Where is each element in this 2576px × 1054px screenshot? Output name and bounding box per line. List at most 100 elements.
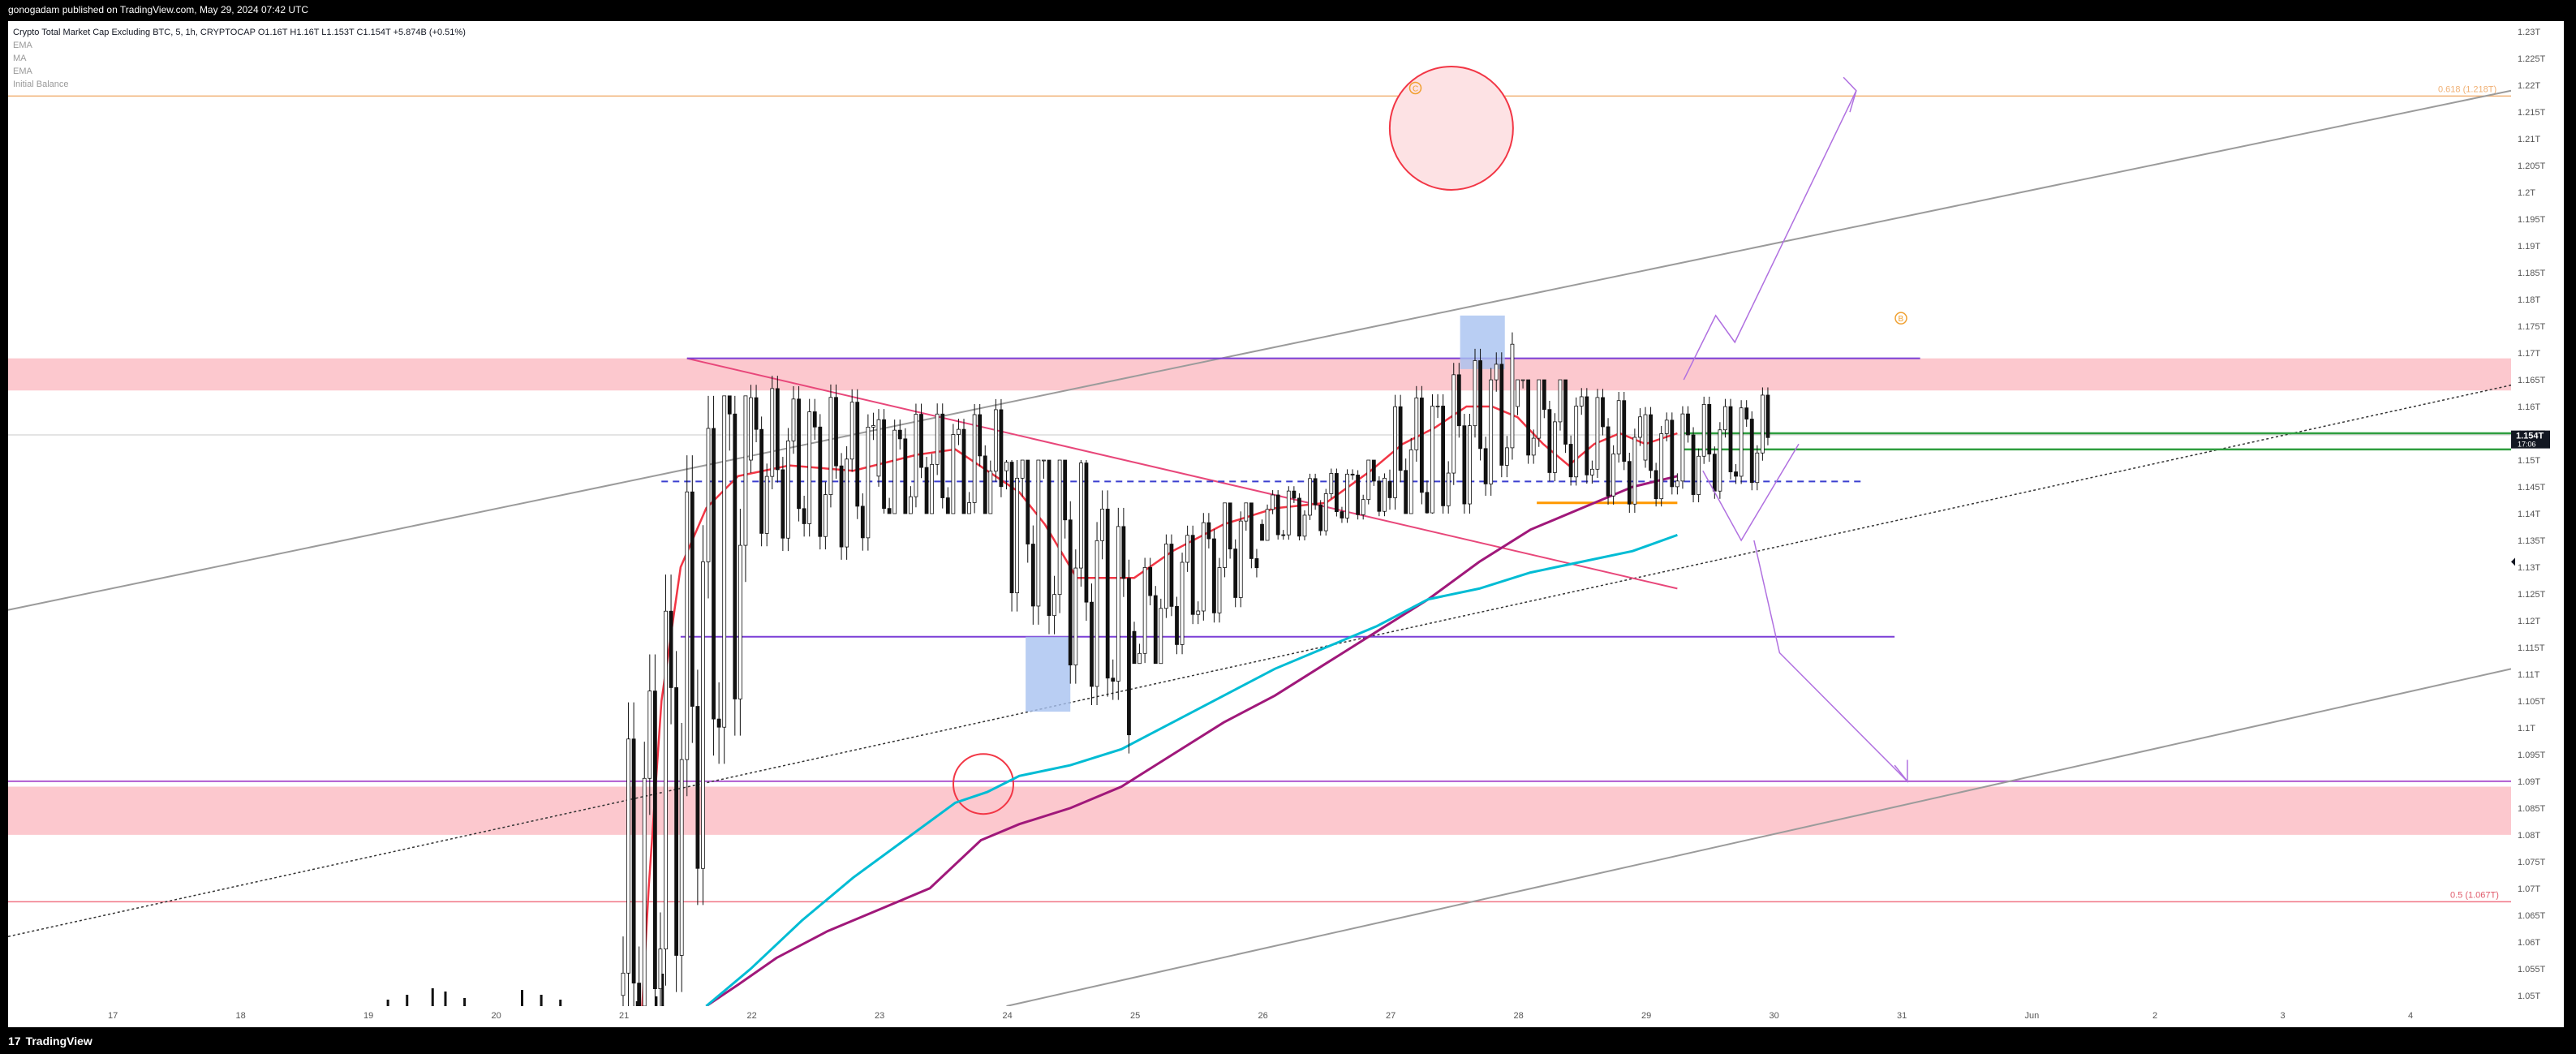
y-axis-tick-label: 1.205T — [2518, 161, 2546, 171]
resistance-zone — [8, 358, 2511, 391]
candle-body — [1435, 406, 1440, 407]
legend-indicator-ema-2[interactable]: EMA — [13, 67, 32, 76]
candle-body — [1036, 459, 1041, 607]
candle-body — [1749, 419, 1754, 484]
candle-body — [828, 397, 833, 495]
candle-body — [754, 397, 759, 430]
candle-body — [1568, 444, 1573, 478]
candle-body — [1020, 459, 1025, 479]
x-axis-tick-label: 3 — [2281, 1011, 2286, 1021]
candle-body — [1398, 406, 1403, 471]
candle-body — [1163, 544, 1168, 609]
volume-bar — [521, 990, 523, 1006]
candle-body — [1217, 567, 1222, 613]
candle-body — [1670, 419, 1675, 488]
candle-body — [1132, 630, 1137, 665]
candle-body — [1030, 544, 1035, 607]
candle-body — [961, 428, 966, 514]
x-axis-tick-label: 29 — [1641, 1011, 1651, 1021]
candle-body — [1499, 364, 1504, 466]
candle-body — [1701, 404, 1706, 457]
candle-body — [802, 508, 806, 524]
candle-body — [1606, 426, 1611, 497]
candle-body — [1680, 413, 1685, 482]
candle-body — [664, 610, 668, 950]
scroll-right-icon[interactable] — [2511, 557, 2515, 566]
candle-body — [1201, 522, 1206, 612]
candle-body — [1520, 379, 1525, 381]
candle-body — [764, 475, 769, 534]
candle-body — [1408, 449, 1413, 514]
candle-body — [1468, 425, 1472, 505]
y-axis-tick-label: 1.125T — [2518, 590, 2546, 600]
marker-circle-b — [1894, 312, 1907, 325]
x-axis-tick-label: 26 — [1258, 1011, 1268, 1021]
y-axis-tick-label: 1.065T — [2518, 911, 2546, 921]
candle-body — [1100, 508, 1105, 541]
candle-body — [807, 411, 812, 524]
candle-body — [1159, 608, 1163, 665]
target-circle — [1388, 65, 1514, 191]
legend-indicator-initial-balance[interactable]: Initial Balance — [13, 80, 69, 89]
candle-body — [983, 455, 987, 514]
candle-body — [786, 440, 790, 539]
published-bar: gonogadam published on TradingView.com, … — [0, 0, 2576, 21]
candle-body — [716, 718, 721, 728]
candle-body — [882, 419, 886, 510]
candle-body — [1734, 471, 1738, 477]
candle-body — [1015, 477, 1020, 594]
marker-label-c: C — [1413, 84, 1418, 93]
candle-body — [972, 414, 977, 503]
candle-body — [1387, 481, 1392, 498]
candle-body — [674, 687, 679, 956]
legend-indicator-ma[interactable]: MA — [13, 54, 27, 63]
candle-body — [781, 469, 785, 539]
candle-body — [1377, 480, 1382, 512]
y-axis-tick-label: 1.14T — [2518, 510, 2540, 519]
highlight-box-low — [1026, 636, 1071, 712]
candle-body — [1383, 477, 1387, 512]
candle-body — [759, 428, 764, 534]
candle-body — [1712, 454, 1717, 492]
candle-body — [1622, 400, 1627, 462]
candle-body — [1190, 535, 1195, 615]
candle-body — [855, 402, 860, 507]
candle-body — [1483, 448, 1488, 484]
candle-body — [839, 465, 844, 548]
candle-body — [1494, 364, 1499, 381]
legend-indicator-ema-1[interactable]: EMA — [13, 41, 32, 50]
candle-body — [1516, 379, 1520, 407]
candle-body — [978, 414, 983, 457]
legend-ohlc: O1.16T H1.16T L1.153T C1.154T +5.874B (+… — [257, 28, 466, 37]
candle-body — [951, 434, 956, 514]
candle-body — [631, 738, 636, 984]
y-axis-tick-label: 1.2T — [2518, 188, 2535, 198]
candle-body — [1595, 397, 1600, 470]
candle-body — [1153, 595, 1158, 665]
y-axis-tick-label: 1.08T — [2518, 831, 2540, 841]
candle-body — [738, 544, 742, 699]
volume-bar — [444, 992, 447, 1006]
legend-symbol-line: Crypto Total Market Cap Excluding BTC, 5… — [13, 26, 466, 39]
candle-body — [1473, 360, 1477, 427]
candle-body — [658, 949, 663, 990]
candle-body — [1275, 494, 1280, 536]
candle-body — [945, 497, 950, 514]
candle-body — [1047, 459, 1051, 617]
candle-body — [849, 402, 854, 460]
candle-body — [860, 505, 865, 539]
candle-body — [1414, 398, 1419, 450]
candle-body — [1558, 379, 1563, 423]
candle-body — [1755, 452, 1760, 484]
candle-body — [1271, 494, 1275, 510]
x-axis-tick-label: 23 — [875, 1011, 884, 1021]
y-axis-tick-label: 1.165T — [2518, 376, 2546, 385]
tradingview-logo[interactable]: 17 TradingView — [8, 1035, 92, 1048]
candle-body — [1451, 374, 1456, 474]
fib-label-05: 0.5 (1.067T) — [2450, 890, 2499, 900]
y-axis-tick-label: 1.16T — [2518, 402, 2540, 412]
candle-body — [642, 777, 647, 1007]
y-axis-tick-label: 1.085T — [2518, 804, 2546, 814]
candle-body — [1302, 514, 1307, 537]
